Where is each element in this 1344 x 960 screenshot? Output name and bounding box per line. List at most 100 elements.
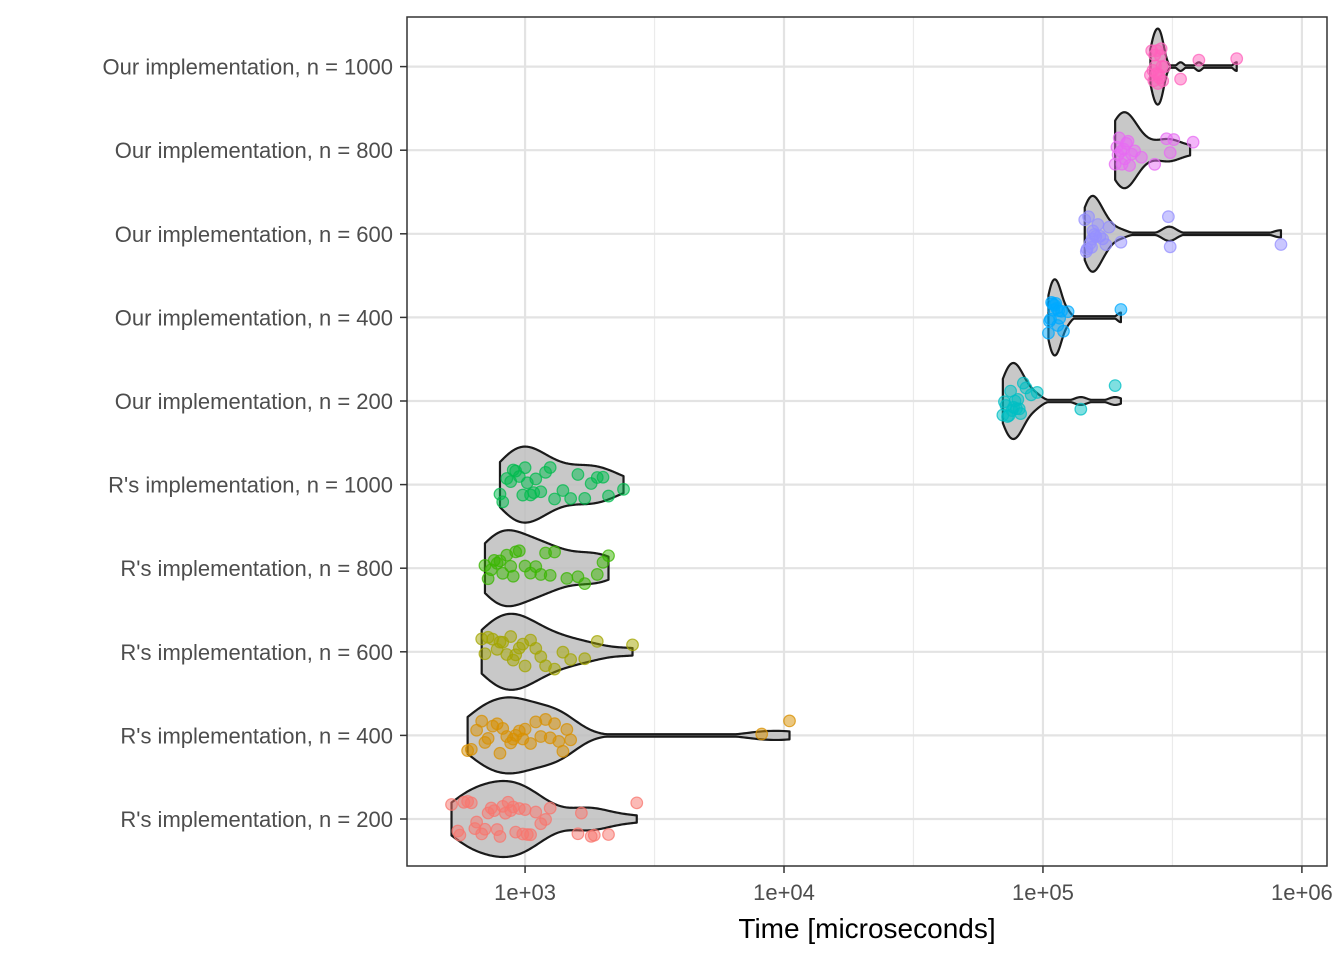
- data-point: [529, 472, 543, 486]
- data-point: [543, 801, 557, 815]
- data-point: [1057, 324, 1070, 338]
- data-point: [1030, 386, 1044, 399]
- data-point: [548, 492, 561, 506]
- data-point: [1174, 72, 1187, 86]
- data-point: [574, 806, 588, 820]
- data-point: [783, 714, 796, 728]
- data-point: [548, 545, 561, 559]
- data-point: [478, 822, 492, 836]
- panel-border: [406, 16, 1328, 867]
- data-point: [1230, 52, 1244, 66]
- data-point: [1014, 407, 1028, 421]
- data-point: [518, 803, 532, 816]
- y-tick-label: R's implementation, n = 600: [120, 640, 393, 665]
- data-point: [1274, 238, 1288, 251]
- data-point: [493, 746, 507, 760]
- data-point: [590, 635, 604, 648]
- data-point: [524, 737, 537, 750]
- x-tick-label: 1e+05: [1012, 880, 1074, 905]
- data-point: [1099, 238, 1113, 252]
- data-point: [518, 461, 532, 475]
- data-point: [556, 484, 570, 497]
- y-tick-label: Our implementation, n = 200: [115, 389, 393, 414]
- y-tick-label: R's implementation, n = 800: [120, 556, 393, 581]
- data-point: [587, 828, 601, 842]
- data-point: [571, 468, 585, 481]
- data-point: [1123, 159, 1136, 172]
- data-point: [506, 569, 520, 583]
- data-point: [470, 815, 484, 829]
- data-point: [504, 630, 518, 643]
- data-point: [1158, 60, 1172, 74]
- y-tick-label: Our implementation, n = 800: [115, 138, 393, 163]
- y-tick-label: Our implementation, n = 400: [115, 305, 393, 330]
- violin-layer: [450, 27, 1283, 859]
- data-point: [1061, 305, 1075, 319]
- data-point: [518, 722, 532, 736]
- data-point: [1074, 402, 1088, 416]
- data-point: [626, 638, 639, 652]
- data-point: [1135, 150, 1148, 164]
- point-layer: [445, 42, 1288, 843]
- data-point: [481, 732, 495, 745]
- data-point: [512, 544, 526, 558]
- data-point: [602, 828, 615, 841]
- data-point: [493, 830, 507, 843]
- data-point: [1167, 133, 1181, 146]
- data-point: [578, 577, 592, 591]
- x-axis-title: Time [microseconds]: [738, 913, 995, 944]
- y-tick-label: Our implementation, n = 1000: [103, 55, 393, 80]
- x-tick-label: 1e+04: [753, 880, 815, 905]
- x-tick-label: 1e+06: [1271, 880, 1333, 905]
- data-point: [564, 492, 578, 505]
- data-point: [529, 805, 543, 819]
- data-point: [539, 813, 552, 826]
- data-point: [475, 714, 489, 728]
- data-point: [524, 828, 537, 842]
- data-point: [1163, 240, 1177, 254]
- data-point: [496, 495, 510, 509]
- data-point: [1102, 220, 1116, 234]
- data-point: [1108, 379, 1122, 392]
- violin-shape: [1001, 361, 1123, 441]
- data-point: [1091, 218, 1105, 231]
- data-point: [1163, 146, 1177, 160]
- y-tick-label: R's implementation, n = 200: [120, 807, 393, 832]
- data-point: [548, 717, 561, 731]
- data-point: [571, 827, 585, 841]
- data-point: [630, 796, 644, 810]
- violin-shape: [1083, 194, 1283, 273]
- data-point: [1156, 74, 1170, 88]
- data-point: [602, 549, 615, 563]
- data-point: [518, 659, 532, 673]
- data-point: [543, 461, 557, 474]
- data-point: [1186, 135, 1200, 149]
- y-tick-label: R's implementation, n = 1000: [108, 473, 393, 498]
- data-point: [556, 744, 570, 758]
- data-point: [755, 727, 769, 741]
- data-point: [564, 653, 578, 666]
- data-point: [602, 489, 615, 503]
- data-point: [478, 647, 492, 661]
- data-point: [578, 491, 592, 505]
- data-point: [1121, 134, 1135, 148]
- data-point: [445, 798, 458, 811]
- data-point: [1082, 210, 1095, 224]
- y-tick-label: R's implementation, n = 400: [120, 723, 393, 748]
- data-point: [1148, 157, 1162, 171]
- data-point: [543, 568, 557, 582]
- data-point: [548, 662, 561, 676]
- data-point: [596, 470, 610, 484]
- data-point: [560, 572, 574, 585]
- data-point: [1114, 303, 1128, 316]
- data-point: [453, 828, 467, 842]
- data-point: [1192, 53, 1206, 67]
- violin-shape: [1149, 27, 1238, 106]
- data-point: [1161, 210, 1175, 224]
- data-point: [564, 733, 578, 747]
- data-point: [617, 482, 630, 496]
- data-point: [464, 796, 478, 810]
- data-point: [1114, 235, 1128, 249]
- data-point: [1154, 42, 1168, 56]
